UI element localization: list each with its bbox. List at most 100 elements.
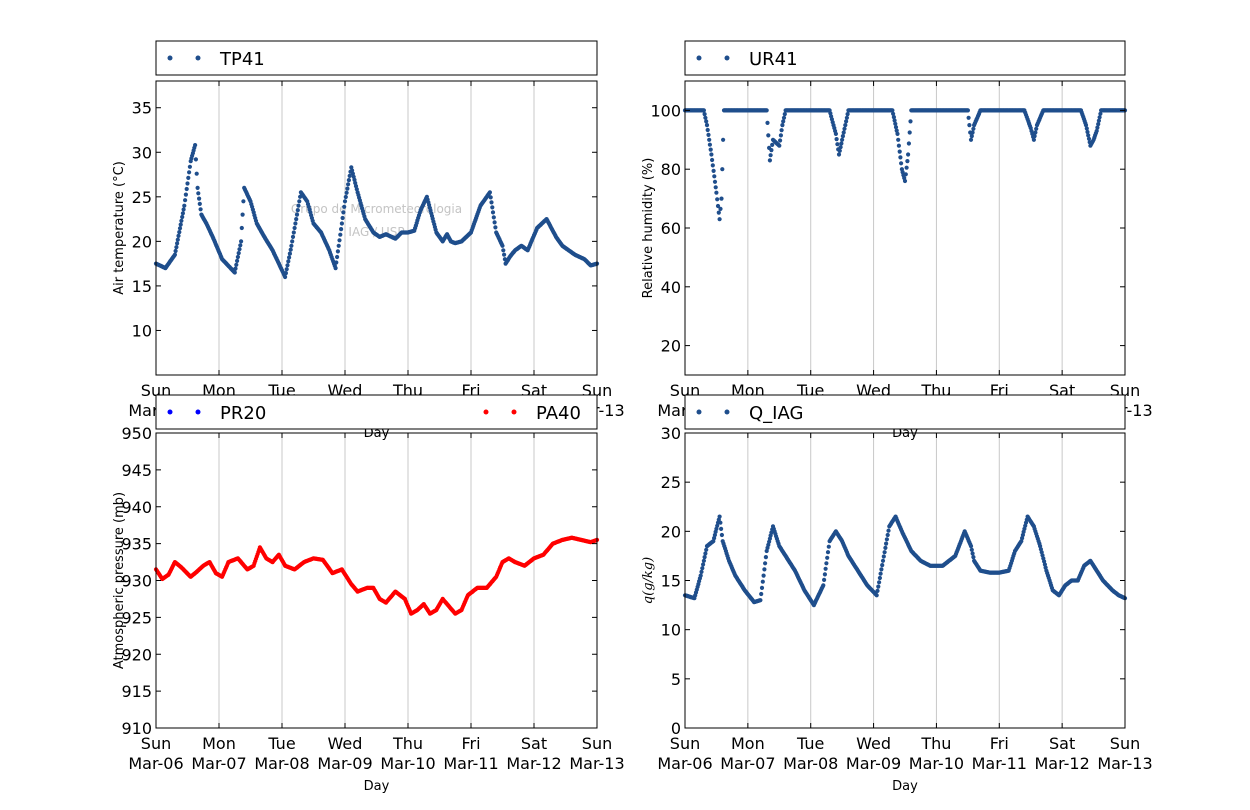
data-point <box>178 222 183 227</box>
y-tick-label: 950 <box>121 424 152 443</box>
data-point <box>883 545 888 551</box>
data-point <box>707 137 712 142</box>
data-point <box>839 141 844 146</box>
data-point <box>716 210 721 215</box>
x-tick-label-date: Mar-09 <box>317 754 372 773</box>
y-tick-label: 10 <box>132 321 152 340</box>
x-tick-label-date: Mar-10 <box>909 754 964 773</box>
data-point <box>346 182 351 187</box>
data-point <box>493 225 498 230</box>
data-point <box>719 526 724 532</box>
data-point <box>877 575 883 581</box>
data-point <box>894 128 899 133</box>
data-point <box>699 569 704 575</box>
legend-label: PA40 <box>536 403 581 424</box>
data-point <box>700 566 705 571</box>
data-point <box>701 562 706 567</box>
data-point <box>490 205 495 210</box>
y-tick-label: 930 <box>121 572 152 591</box>
data-point <box>767 158 773 163</box>
data-point <box>907 130 912 135</box>
data-point <box>895 131 900 136</box>
data-point <box>890 108 895 113</box>
data-point <box>286 259 291 264</box>
data-point <box>175 241 180 246</box>
legend: TP41 <box>155 40 598 76</box>
y-tick-label: 925 <box>121 608 152 627</box>
data-point <box>701 558 707 563</box>
data-point <box>759 591 764 597</box>
data-point <box>180 211 185 216</box>
data-point <box>840 134 846 139</box>
legend-label: Q_IAG <box>749 403 803 424</box>
x-tick-label-day: Sun <box>141 734 171 753</box>
data-point <box>1086 136 1092 141</box>
y-tick-label: 20 <box>661 522 681 541</box>
data-point <box>703 115 708 120</box>
data-point <box>969 134 974 139</box>
data-point <box>896 137 901 142</box>
legend-box <box>684 394 1126 430</box>
data-point <box>341 210 346 215</box>
y-tick-label: 945 <box>121 461 152 480</box>
data-point <box>235 254 240 260</box>
x-tick-label-date: Mar-10 <box>380 754 435 773</box>
data-point <box>766 133 771 138</box>
y-tick-label: 20 <box>661 337 681 356</box>
data-point <box>893 121 898 126</box>
data-point <box>194 171 199 176</box>
data-point <box>488 195 493 200</box>
legend-marker <box>483 409 489 415</box>
data-point <box>718 520 723 525</box>
data-point <box>502 252 507 257</box>
data-point <box>897 149 902 154</box>
data-point <box>235 258 240 263</box>
data-point <box>965 108 971 113</box>
data-point <box>844 115 850 120</box>
data-point <box>350 168 355 173</box>
legend-marker <box>724 409 730 415</box>
x-tick-label-day: Mon <box>202 734 236 753</box>
data-point <box>892 118 897 123</box>
x-tick-label-date: Mar-08 <box>254 754 309 773</box>
axes-frame <box>684 80 1126 376</box>
x-tick-label-day: Mon <box>731 734 765 753</box>
y-tick-label: 25 <box>132 188 152 207</box>
data-point <box>172 252 177 257</box>
data-point <box>1096 118 1101 123</box>
data-point <box>173 248 178 254</box>
data-point <box>702 112 707 117</box>
y-tick-label: 35 <box>132 99 152 118</box>
data-point <box>844 119 849 124</box>
data-point <box>1094 128 1099 134</box>
data-point <box>759 585 765 591</box>
y-tick-label: 10 <box>661 621 681 640</box>
x-tick-label-date: Mar-11 <box>443 754 498 773</box>
data-point <box>841 130 846 135</box>
data-point <box>769 148 774 153</box>
data-point <box>891 111 896 116</box>
data-point <box>715 203 721 209</box>
data-point <box>896 143 902 148</box>
data-point <box>880 558 886 563</box>
data-point <box>908 119 913 124</box>
legend-marker <box>167 409 173 415</box>
x-tick-label-day: Sun <box>1110 734 1140 753</box>
data-point <box>711 168 716 173</box>
data-point <box>239 225 244 231</box>
axes-frame <box>155 432 598 729</box>
data-point <box>834 137 839 142</box>
legend-marker <box>195 409 201 415</box>
data-point <box>295 208 300 213</box>
data-point <box>971 126 976 131</box>
data-point <box>487 190 492 195</box>
x-tick-label-date: Mar-12 <box>1034 754 1089 773</box>
data-point <box>339 221 344 226</box>
data-point <box>899 161 904 166</box>
y-tick-label: 920 <box>121 645 152 664</box>
data-point <box>821 583 826 588</box>
data-point <box>707 142 713 147</box>
data-point <box>297 199 302 204</box>
x-tick-label-date: Mar-07 <box>191 754 246 773</box>
